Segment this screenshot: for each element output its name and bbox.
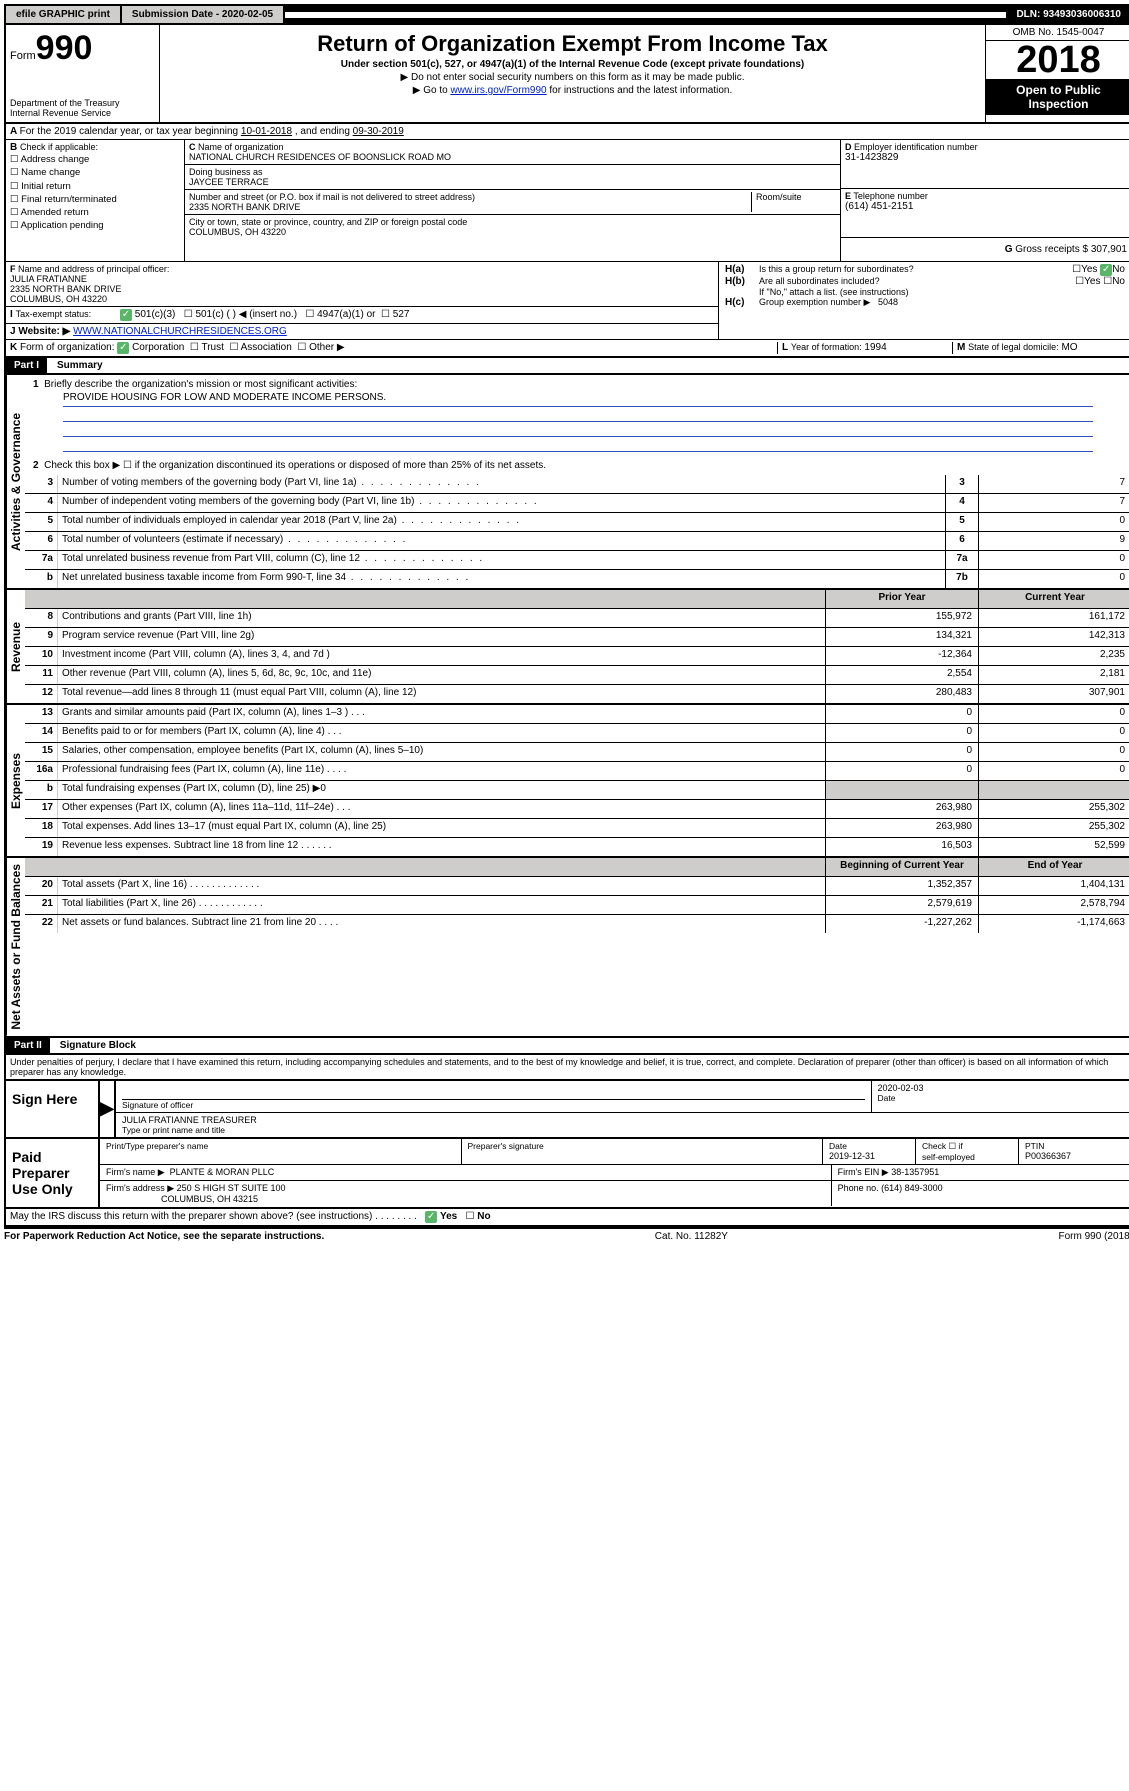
- line-14: 14Benefits paid to or for members (Part …: [25, 723, 1129, 742]
- firm-ein: 38-1357951: [891, 1167, 939, 1177]
- org-name: NATIONAL CHURCH RESIDENCES OF BOONSLICK …: [189, 152, 836, 162]
- chk-name-change[interactable]: ☐ Name change: [10, 166, 180, 179]
- mission-text: PROVIDE HOUSING FOR LOW AND MODERATE INC…: [63, 392, 1093, 407]
- line-15: 15Salaries, other compensation, employee…: [25, 742, 1129, 761]
- vert-label-expenses: Expenses: [6, 705, 25, 856]
- city-state-zip: COLUMBUS, OH 43220: [189, 227, 836, 237]
- vert-label-revenue: Revenue: [6, 590, 25, 703]
- arrow-icon: ▶: [100, 1081, 116, 1137]
- section-k: K Form of organization: Corporation ☐ Tr…: [10, 342, 777, 354]
- part2-title: Signature Block: [50, 1040, 136, 1051]
- part1-title: Summary: [47, 360, 103, 371]
- form-header: Form 990 Department of the Treasury Inte…: [4, 25, 1129, 124]
- section-l: L Year of formation: 1994: [777, 342, 952, 354]
- summary-row-3: 3Number of voting members of the governi…: [25, 475, 1129, 493]
- sign-here-block: Sign Here ▶ Signature of officer 2020-02…: [4, 1081, 1129, 1139]
- subtitle-2: Do not enter social security numbers on …: [170, 72, 975, 83]
- line-11: 11Other revenue (Part VIII, column (A), …: [25, 665, 1129, 684]
- officer-name: JULIA FRATIANNE: [10, 274, 714, 284]
- subtitle-1: Under section 501(c), 527, or 4947(a)(1)…: [170, 59, 975, 70]
- section-right: D Employer identification number 31-1423…: [841, 140, 1129, 261]
- line-12: 12Total revenue—add lines 8 through 11 (…: [25, 684, 1129, 703]
- declaration-text: Under penalties of perjury, I declare th…: [4, 1055, 1129, 1081]
- line-22: 22Net assets or fund balances. Subtract …: [25, 914, 1129, 933]
- room-suite-label: Room/suite: [751, 192, 836, 212]
- line-b: bTotal fundraising expenses (Part IX, co…: [25, 780, 1129, 799]
- discuss-row: May the IRS discuss this return with the…: [4, 1209, 1129, 1227]
- form990-link[interactable]: www.irs.gov/Form990: [450, 85, 546, 96]
- street-address: 2335 NORTH BANK DRIVE: [189, 202, 751, 212]
- part2-header: Part II: [6, 1038, 50, 1053]
- firm-address: 250 S HIGH ST SUITE 100: [177, 1183, 286, 1193]
- sign-date: 2020-02-03: [878, 1083, 1126, 1093]
- check-corporation: [117, 342, 129, 354]
- tax-year: 2018: [986, 41, 1129, 79]
- section-c: C Name of organization NATIONAL CHURCH R…: [185, 140, 841, 261]
- line-18: 18Total expenses. Add lines 13–17 (must …: [25, 818, 1129, 837]
- check-501c3: [120, 309, 132, 321]
- line-16a: 16aProfessional fundraising fees (Part I…: [25, 761, 1129, 780]
- part1-header: Part I: [6, 358, 47, 373]
- line-21: 21Total liabilities (Part X, line 26) . …: [25, 895, 1129, 914]
- line-20: 20Total assets (Part X, line 16) . . . .…: [25, 876, 1129, 895]
- q1-label: Briefly describe the organization's miss…: [44, 379, 357, 390]
- chk-address-change[interactable]: ☐ Address change: [10, 153, 180, 166]
- irs-label: Internal Revenue Service: [10, 108, 155, 118]
- page-footer: For Paperwork Reduction Act Notice, see …: [4, 1227, 1129, 1242]
- section-j: J Website: ▶ WWW.NATIONALCHURCHRESIDENCE…: [6, 324, 718, 339]
- paid-preparer-block: Paid Preparer Use Only Print/Type prepar…: [4, 1139, 1129, 1209]
- dln: DLN: 93493036006310: [1006, 6, 1129, 23]
- section-f: F Name and address of principal officer:…: [6, 262, 718, 307]
- summary-row-4: 4Number of independent voting members of…: [25, 493, 1129, 512]
- form-title: Return of Organization Exempt From Incom…: [170, 31, 975, 57]
- website-link[interactable]: WWW.NATIONALCHURCHRESIDENCES.ORG: [73, 326, 287, 337]
- q2-label: Check this box ▶ ☐ if the organization d…: [44, 460, 546, 471]
- line-8: 8Contributions and grants (Part VIII, li…: [25, 608, 1129, 627]
- vert-label-net-assets-or-fund-balances: Net Assets or Fund Balances: [6, 858, 25, 1036]
- ptin: P00366367: [1025, 1151, 1071, 1161]
- chk-final-return[interactable]: ☐ Final return/terminated: [10, 193, 180, 206]
- section-i: I Tax-exempt status: 501(c)(3) ☐ 501(c) …: [6, 307, 718, 324]
- line-10: 10Investment income (Part VIII, column (…: [25, 646, 1129, 665]
- summary-row-7b: bNet unrelated business taxable income f…: [25, 569, 1129, 588]
- summary-row-7a: 7aTotal unrelated business revenue from …: [25, 550, 1129, 569]
- section-m: M State of legal domicile: MO: [952, 342, 1127, 354]
- submission-date-label: Submission Date - 2020-02-05: [122, 6, 285, 23]
- summary-row-6: 6Total number of volunteers (estimate if…: [25, 531, 1129, 550]
- section-b: B Check if applicable: ☐ Address change …: [6, 140, 185, 261]
- line-17: 17Other expenses (Part IX, column (A), l…: [25, 799, 1129, 818]
- firm-phone: (614) 849-3000: [881, 1183, 943, 1193]
- open-public-badge: Open to Public Inspection: [986, 79, 1129, 115]
- vert-activities-governance: Activities & Governance: [6, 375, 25, 588]
- line-19: 19Revenue less expenses. Subtract line 1…: [25, 837, 1129, 856]
- efile-print-tab[interactable]: efile GRAPHIC print: [6, 6, 122, 23]
- telephone: (614) 451-2151: [845, 201, 1127, 212]
- line-13: 13Grants and similar amounts paid (Part …: [25, 705, 1129, 723]
- dba-name: JAYCEE TERRACE: [189, 177, 836, 187]
- chk-amended-return[interactable]: ☐ Amended return: [10, 206, 180, 219]
- line-9: 9Program service revenue (Part VIII, lin…: [25, 627, 1129, 646]
- gross-receipts: 307,901: [1091, 244, 1127, 255]
- form-number: Form 990: [10, 29, 155, 68]
- section-h: H(a)Is this a group return for subordina…: [719, 262, 1129, 339]
- group-exemption-number: 5048: [878, 297, 898, 307]
- officer-name-title: JULIA FRATIANNE TREASURER: [122, 1115, 1125, 1125]
- top-bar: efile GRAPHIC print Submission Date - 20…: [4, 4, 1129, 25]
- subtitle-3: Go to www.irs.gov/Form990 for instructio…: [170, 85, 975, 96]
- firm-name: PLANTE & MORAN PLLC: [170, 1167, 275, 1177]
- section-a-period: A For the 2019 calendar year, or tax yea…: [4, 124, 1129, 140]
- preparer-date: 2019-12-31: [829, 1151, 875, 1161]
- dept-treasury: Department of the Treasury: [10, 98, 155, 108]
- discuss-yes-check: [425, 1211, 437, 1223]
- ein: 31-1423829: [845, 152, 1127, 163]
- chk-initial-return[interactable]: ☐ Initial return: [10, 180, 180, 193]
- summary-row-5: 5Total number of individuals employed in…: [25, 512, 1129, 531]
- chk-application-pending[interactable]: ☐ Application pending: [10, 219, 180, 232]
